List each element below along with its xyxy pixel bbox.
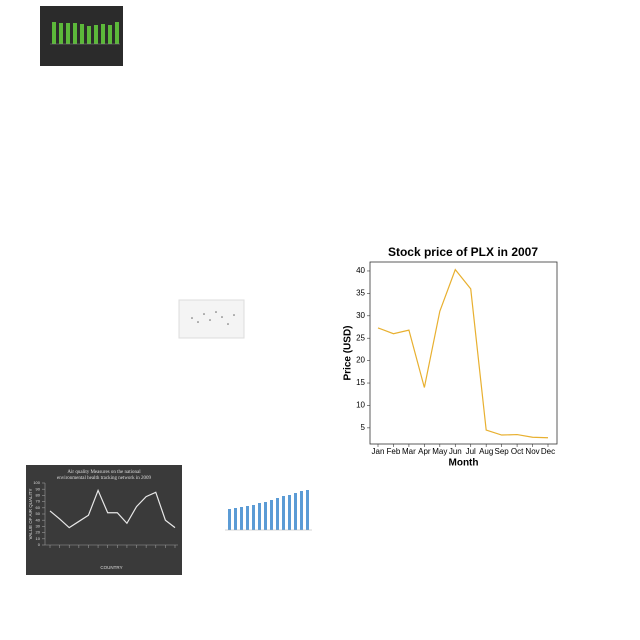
chart-background bbox=[340, 240, 562, 470]
chart: Stock price of PLX in 2007 Month Price (US… bbox=[340, 240, 562, 470]
thumbnail-bars-blue bbox=[225, 490, 312, 531]
y-tick-label: 40 bbox=[36, 517, 41, 522]
chart-title: Air quality Measures on the national envi… bbox=[57, 470, 152, 481]
thumbnail-scatter bbox=[178, 299, 245, 339]
x-tick-label: Sep bbox=[495, 447, 510, 456]
y-tick-label: 10 bbox=[36, 536, 41, 541]
y-axis-label: Price (USD) bbox=[343, 325, 354, 380]
x-tick-label: Feb bbox=[387, 447, 401, 456]
y-tick-label: 25 bbox=[356, 333, 365, 342]
plot-frame bbox=[369, 261, 558, 445]
x-tick-label: Aug bbox=[479, 447, 493, 456]
thumbnail-bars-green bbox=[40, 6, 123, 66]
line-series bbox=[377, 268, 549, 439]
y-tick-label: 35 bbox=[356, 288, 365, 297]
chart: Air quality Measures on the national envi… bbox=[26, 465, 182, 575]
y-tick-label: 80 bbox=[36, 492, 41, 497]
y-tick-label: 10 bbox=[356, 401, 365, 410]
x-axis-label: Month bbox=[449, 458, 479, 469]
x-tick-label: May bbox=[432, 447, 447, 456]
y-tick-label: 30 bbox=[36, 523, 41, 528]
y-tick-label: 90 bbox=[36, 486, 41, 491]
y-tick-label: 20 bbox=[36, 530, 41, 535]
y-tick-label: 15 bbox=[356, 378, 365, 387]
y-tick-label: 60 bbox=[36, 505, 41, 510]
y-tick-label: 50 bbox=[36, 511, 41, 516]
chart-title: Stock price of PLX in 2007 bbox=[388, 245, 538, 259]
y-tick-label: 70 bbox=[36, 499, 41, 504]
x-tick-label: Jul bbox=[466, 447, 476, 456]
y-tick-label: 30 bbox=[356, 311, 365, 320]
y-tick-label: 5 bbox=[361, 423, 366, 432]
x-tick-label: Mar bbox=[402, 447, 416, 456]
x-tick-label: Jan bbox=[372, 447, 385, 456]
y-tick-label: 0 bbox=[38, 542, 41, 547]
x-tick-label: Oct bbox=[511, 447, 524, 456]
y-axis-label: VALUE OF AIR QUALITY bbox=[28, 489, 33, 540]
y-tick-label: 20 bbox=[356, 356, 365, 365]
x-axis-label: COUNTRY bbox=[100, 565, 122, 570]
x-tick-label: Apr bbox=[418, 447, 431, 456]
y-tick-label: 100 bbox=[33, 480, 40, 485]
line-series bbox=[49, 488, 176, 529]
x-tick-label: Nov bbox=[525, 447, 539, 456]
x-tick-label: Jun bbox=[449, 447, 462, 456]
chart-background bbox=[26, 465, 182, 575]
x-tick-label: Dec bbox=[541, 447, 555, 456]
y-tick-label: 40 bbox=[356, 266, 365, 275]
